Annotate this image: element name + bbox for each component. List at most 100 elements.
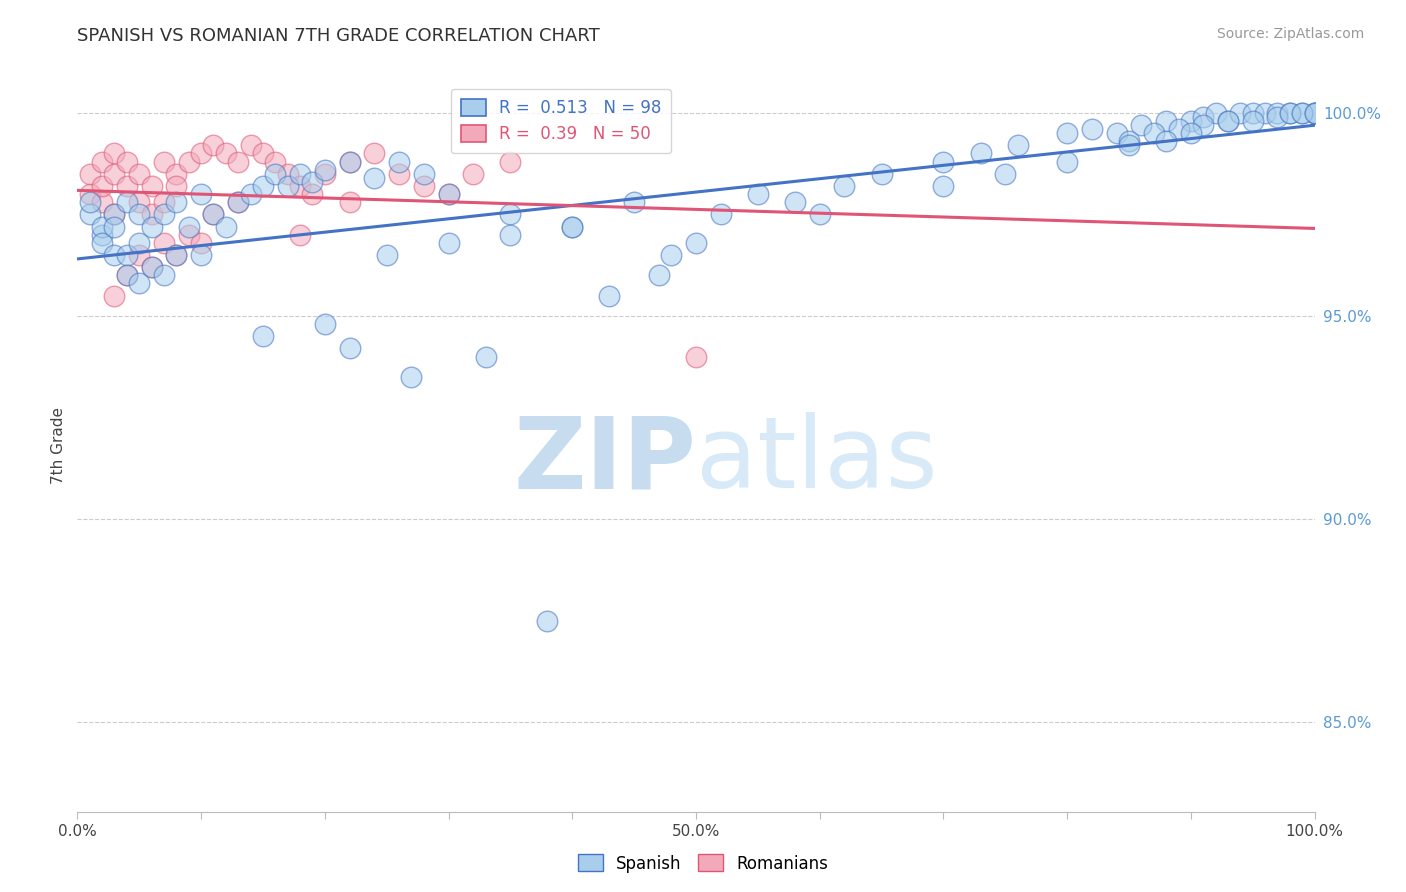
Point [932,178,955,193]
Point [870,167,893,181]
Point [165,195,187,210]
Point [190,248,212,262]
Point [252,178,274,193]
Point [969,146,991,161]
Point [79,195,101,210]
Point [226,195,249,210]
Point [463,167,485,181]
Point [141,260,163,275]
Point [1267,110,1289,124]
Text: SPANISH VS ROMANIAN 7TH GRADE CORRELATION CHART: SPANISH VS ROMANIAN 7TH GRADE CORRELATIO… [77,27,600,45]
Point [165,178,187,193]
Point [153,268,176,283]
Point [932,154,955,169]
Point [1180,114,1202,128]
Point [190,235,212,250]
Point [91,219,114,234]
Point [202,207,225,221]
Point [79,207,101,221]
Point [239,138,262,153]
Point [388,154,411,169]
Point [128,235,150,250]
Point [598,288,620,302]
Point [1229,105,1251,120]
Point [1056,154,1078,169]
Point [190,187,212,202]
Point [264,154,287,169]
Point [103,207,125,221]
Point [115,248,138,262]
Point [165,248,187,262]
Point [648,268,671,283]
Point [1278,105,1301,120]
Legend: Spanish, Romanians: Spanish, Romanians [571,847,835,880]
Point [561,219,583,234]
Point [339,154,361,169]
Y-axis label: 7th Grade: 7th Grade [51,408,66,484]
Point [277,178,299,193]
Point [91,227,114,242]
Point [301,187,323,202]
Point [153,154,176,169]
Point [264,167,287,181]
Point [226,195,249,210]
Text: ZIP: ZIP [513,412,696,509]
Point [91,235,114,250]
Point [1205,105,1227,120]
Point [288,178,311,193]
Point [1105,126,1128,140]
Point [115,195,138,210]
Point [1154,114,1177,128]
Point [215,146,238,161]
Point [141,260,163,275]
Point [1291,105,1313,120]
Point [499,207,522,221]
Point [141,219,163,234]
Point [536,614,558,628]
Point [115,268,138,283]
Point [103,207,125,221]
Point [783,195,806,210]
Point [288,227,311,242]
Point [153,195,176,210]
Point [153,207,176,221]
Legend: R =  0.513   N = 98, R =  0.39   N = 50: R = 0.513 N = 98, R = 0.39 N = 50 [451,88,672,153]
Point [1216,114,1239,128]
Point [339,154,361,169]
Point [1241,114,1264,128]
Point [79,167,101,181]
Point [115,268,138,283]
Point [994,167,1017,181]
Point [314,167,336,181]
Point [202,207,225,221]
Point [1130,118,1153,132]
Point [437,187,460,202]
Point [747,187,769,202]
Point [561,219,583,234]
Point [202,138,225,153]
Point [1216,114,1239,128]
Point [710,207,733,221]
Point [363,146,385,161]
Point [1143,126,1166,140]
Point [103,167,125,181]
Point [128,277,150,291]
Point [153,235,176,250]
Point [1254,105,1277,120]
Point [1267,105,1289,120]
Point [141,178,163,193]
Point [412,178,434,193]
Point [314,162,336,177]
Point [177,154,200,169]
Point [412,167,434,181]
Point [103,248,125,262]
Point [685,235,707,250]
Point [91,195,114,210]
Point [1192,110,1215,124]
Point [91,178,114,193]
Point [128,167,150,181]
Point [177,227,200,242]
Point [115,154,138,169]
Point [288,167,311,181]
Point [623,195,645,210]
